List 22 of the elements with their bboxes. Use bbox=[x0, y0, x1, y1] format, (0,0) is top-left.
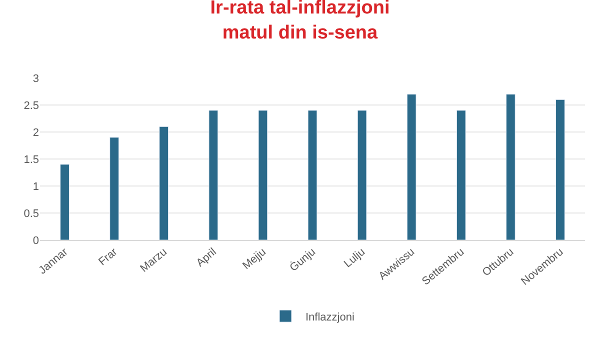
y-tick-label: 1 bbox=[32, 180, 39, 193]
legend-label: Inflazzjoni bbox=[306, 311, 354, 324]
bar bbox=[308, 110, 318, 240]
x-tick-label: Frar bbox=[96, 246, 120, 268]
bar bbox=[357, 110, 367, 240]
bar bbox=[456, 110, 466, 240]
bar bbox=[110, 137, 120, 240]
bar bbox=[208, 110, 218, 240]
y-tick-label: 0 bbox=[32, 234, 39, 247]
y-tick-label: 2 bbox=[32, 126, 39, 139]
y-tick-label: 3 bbox=[32, 72, 39, 85]
x-tick-label: Lulju bbox=[342, 246, 368, 270]
bar bbox=[556, 99, 565, 240]
y-tick-label: 0.5 bbox=[24, 208, 39, 220]
bar bbox=[406, 94, 416, 240]
bar bbox=[159, 126, 169, 240]
bar bbox=[60, 164, 70, 240]
chart-title: Ir-rata tal-inflazzjoni matul din is-sena bbox=[210, 0, 390, 44]
y-tick-label: 1.5 bbox=[24, 154, 39, 166]
y-tick-label: 2.5 bbox=[24, 100, 39, 112]
bar bbox=[258, 110, 268, 240]
bar bbox=[506, 94, 516, 240]
